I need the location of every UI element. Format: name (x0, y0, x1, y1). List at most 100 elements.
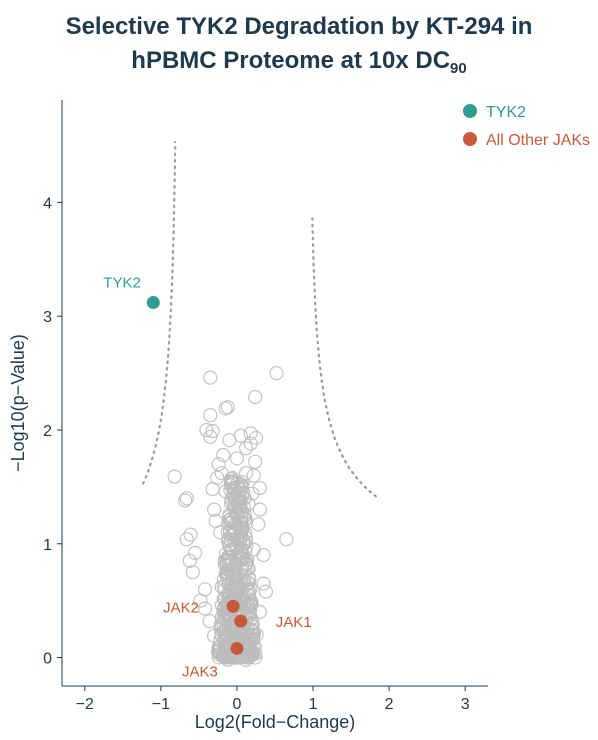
point-jak2 (226, 599, 240, 613)
background-points (167, 366, 294, 667)
background-point (258, 584, 273, 599)
background-point (203, 370, 218, 385)
x-tick-label: 2 (385, 696, 394, 713)
axes: −2 −1 0 1 2 3 0 1 2 3 4 (43, 100, 488, 713)
background-point (241, 561, 256, 577)
background-point (178, 493, 193, 508)
point-label-jak3: JAK3 (182, 663, 218, 680)
background-point (234, 481, 249, 496)
background-point (279, 532, 294, 547)
background-point (252, 502, 267, 517)
background-point (235, 504, 250, 519)
chart-title-line-2: hPBMC Proteome at 10x DC90 (0, 44, 598, 86)
background-point (243, 436, 258, 451)
background-point (220, 400, 235, 415)
chart-title-subscript: 90 (450, 60, 467, 77)
x-tick-label: 3 (461, 696, 470, 713)
background-point (221, 577, 236, 592)
background-point (228, 523, 243, 538)
background-point (229, 508, 245, 523)
legend-marker (463, 104, 477, 118)
background-point (244, 632, 259, 647)
background-point (239, 441, 254, 456)
chart-title-line-1: Selective TYK2 Degradation by KT-294 in (65, 13, 533, 40)
background-point (269, 366, 284, 381)
background-point (224, 471, 239, 487)
background-point (219, 557, 234, 572)
background-point (211, 457, 226, 472)
x-tick-label: 0 (233, 696, 242, 713)
y-tick-label: 3 (43, 309, 52, 326)
background-point (220, 586, 236, 602)
background-point (205, 482, 220, 497)
point-jak3 (230, 641, 244, 655)
background-point (242, 597, 257, 613)
point-label-jak1: JAK1 (276, 614, 312, 631)
y-axis-label: −Log10(p−Value) (8, 334, 28, 472)
background-point (183, 527, 198, 542)
background-point (229, 451, 245, 466)
background-point (227, 482, 242, 498)
background-point (231, 501, 246, 516)
background-point (248, 389, 263, 405)
background-point (199, 422, 214, 438)
background-point (167, 469, 182, 484)
y-tick-label: 0 (43, 651, 52, 668)
legend-label: TYK2 (486, 104, 526, 121)
background-point (227, 492, 242, 507)
background-point (243, 426, 258, 441)
highlighted-series: TYK2 JAK2 JAK1 JAK3 (103, 275, 311, 681)
background-point (213, 616, 229, 632)
background-point (233, 428, 248, 443)
background-point (221, 549, 236, 565)
background-point (238, 578, 253, 593)
right-threshold-curve (311, 217, 378, 499)
chart-title: Selective TYK2 Degradation by KT-294 in … (0, 10, 598, 86)
background-point (207, 502, 222, 517)
legend-marker (463, 132, 477, 146)
y-tick-label: 4 (43, 195, 52, 212)
background-point (236, 509, 251, 525)
background-point (252, 480, 267, 496)
background-point (205, 424, 220, 439)
background-point (197, 601, 213, 616)
background-point (248, 430, 264, 445)
background-point (246, 468, 261, 483)
background-point (227, 562, 242, 577)
point-jak1 (234, 614, 248, 628)
left-threshold-curve (142, 141, 177, 485)
background-point (223, 478, 238, 493)
background-point (222, 586, 237, 601)
point-label-tyk2: TYK2 (103, 275, 141, 292)
background-point (224, 492, 239, 507)
background-point (216, 447, 231, 463)
chart-title-line-2-main: hPBMC Proteome at 10x DC (131, 47, 451, 74)
background-point (218, 401, 233, 416)
x-tick-label: 1 (309, 696, 318, 713)
background-point (220, 565, 235, 581)
x-axis-label: Log2(Fold−Change) (195, 712, 356, 732)
background-point (185, 565, 200, 580)
background-point (251, 517, 266, 532)
background-point (193, 593, 208, 608)
y-tick-label: 2 (43, 423, 52, 440)
x-tick-label: −2 (76, 696, 94, 713)
background-point (182, 553, 197, 568)
background-point (188, 545, 203, 561)
point-tyk2 (146, 296, 160, 310)
threshold-curves (142, 141, 378, 499)
background-point (256, 547, 271, 563)
y-tick-label: 1 (43, 537, 52, 554)
background-point (248, 454, 263, 469)
background-point (256, 576, 271, 591)
background-point (239, 594, 254, 609)
background-point (240, 560, 255, 575)
background-point (241, 575, 256, 591)
background-point (232, 530, 247, 545)
background-point (179, 532, 194, 547)
legend-label: All Other JAKs (486, 132, 590, 149)
background-point (235, 552, 250, 567)
background-point (219, 649, 234, 665)
background-point (234, 521, 250, 536)
